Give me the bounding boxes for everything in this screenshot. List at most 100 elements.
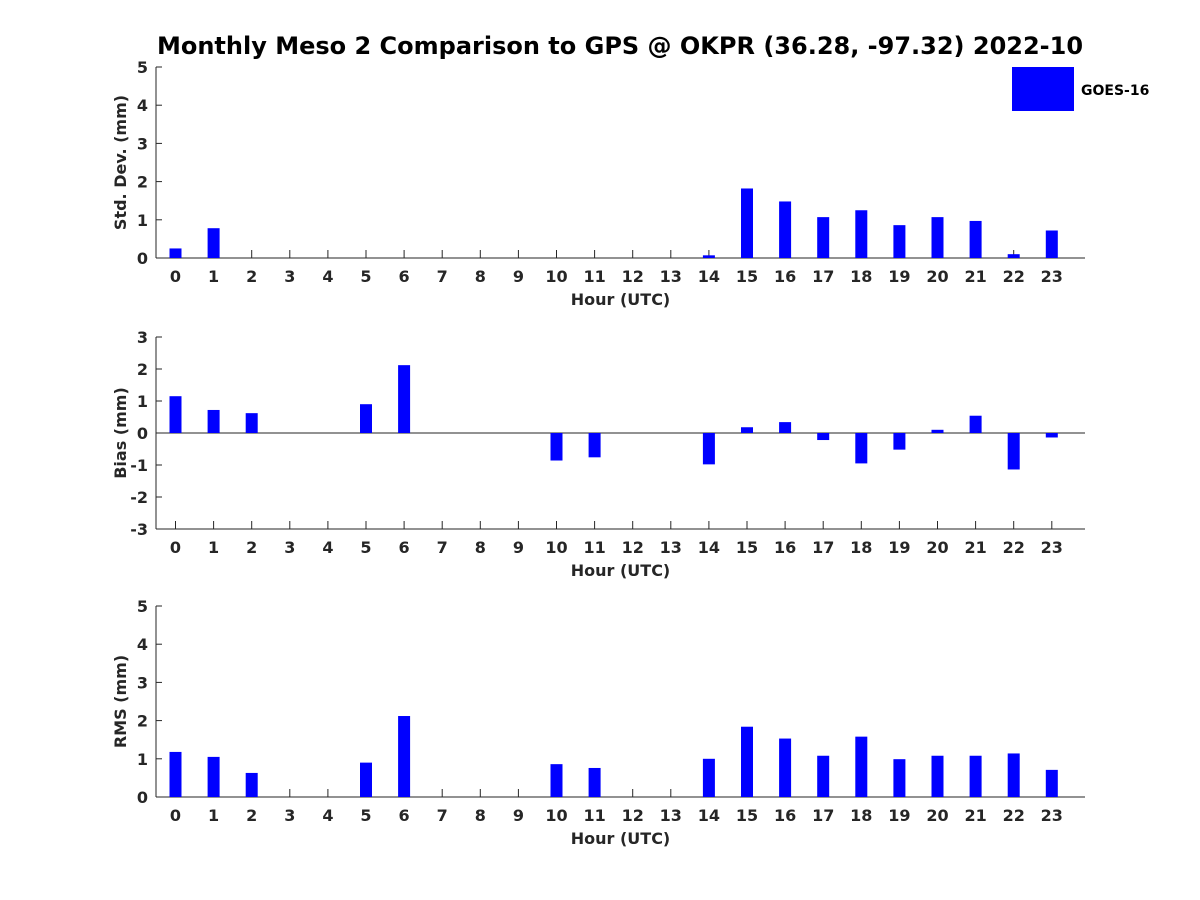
bias-x-tick-label: 0 xyxy=(170,538,181,557)
rms-bar-hour-2 xyxy=(245,772,258,797)
bias-bar-hour-6 xyxy=(398,365,411,433)
rms-x-tick-label: 7 xyxy=(437,806,448,825)
bias-x-tick-label: 8 xyxy=(475,538,486,557)
bias-bar-hour-18 xyxy=(855,433,868,464)
bias-x-tick-label: 1 xyxy=(208,538,219,557)
std-dev-x-tick-label: 21 xyxy=(964,267,986,286)
legend-swatch-goes16 xyxy=(1012,67,1074,111)
std-dev-x-tick-label: 16 xyxy=(774,267,796,286)
std-dev-bar-hour-17 xyxy=(817,217,830,258)
std-dev-x-label: Hour (UTC) xyxy=(571,290,671,309)
figure-title: Monthly Meso 2 Comparison to GPS @ OKPR … xyxy=(157,32,1083,60)
std-dev-x-tick-label: 13 xyxy=(660,267,682,286)
bias-x-tick-label: 21 xyxy=(964,538,986,557)
std-dev-bar-hour-19 xyxy=(893,225,906,258)
rms-bar-hour-10 xyxy=(550,764,563,797)
std-dev-y-tick-label: 1 xyxy=(137,211,148,230)
rms-x-tick-label: 12 xyxy=(622,806,644,825)
rms-bar-hour-14 xyxy=(702,758,715,797)
std-dev-x-tick-label: 8 xyxy=(475,267,486,286)
bias-x-tick-label: 11 xyxy=(583,538,605,557)
rms-x-label: Hour (UTC) xyxy=(571,829,671,848)
rms-y-tick-label: 0 xyxy=(137,788,148,807)
legend-label-goes16: GOES-16 xyxy=(1081,83,1149,99)
bias-bar-hour-0 xyxy=(169,396,182,433)
bias-y-tick-label: -2 xyxy=(130,488,148,507)
rms-x-tick-label: 2 xyxy=(246,806,257,825)
bias-y-tick-label: 2 xyxy=(137,360,148,379)
bias-bar-hour-10 xyxy=(550,433,563,461)
bias-x-tick-label: 19 xyxy=(888,538,910,557)
rms-bar-hour-22 xyxy=(1007,753,1020,797)
std-dev-bar-hour-1 xyxy=(207,228,220,258)
rms-x-tick-label: 3 xyxy=(284,806,295,825)
bias-y-tick-label: 1 xyxy=(137,392,148,411)
rms-bar-hour-15 xyxy=(741,726,753,797)
bias-x-tick-label: 9 xyxy=(513,538,524,557)
bias-x-tick-label: 18 xyxy=(850,538,872,557)
rms-x-tick-label: 18 xyxy=(850,806,872,825)
std-dev-x-tick-label: 18 xyxy=(850,267,872,286)
std-dev-bar-hour-15 xyxy=(741,188,753,258)
bias-x-tick-label: 5 xyxy=(360,538,371,557)
bias-y-tick-label: -3 xyxy=(130,520,148,539)
bias-x-tick-label: 20 xyxy=(926,538,948,557)
rms-bar-hour-20 xyxy=(931,755,944,797)
bias-x-tick-label: 7 xyxy=(437,538,448,557)
rms-y-tick-label: 3 xyxy=(137,673,148,692)
bias-bar-hour-1 xyxy=(207,409,220,433)
legend: GOES-16 xyxy=(1012,67,1149,111)
bias-x-tick-label: 17 xyxy=(812,538,834,557)
bias-x-tick-label: 4 xyxy=(322,538,333,557)
std-dev-x-tick-label: 19 xyxy=(888,267,910,286)
std-dev-x-tick-label: 20 xyxy=(926,267,948,286)
bias-x-tick-label: 10 xyxy=(545,538,567,557)
rms-x-tick-label: 23 xyxy=(1041,806,1063,825)
bias-x-tick-label: 14 xyxy=(698,538,720,557)
rms-bar-hour-16 xyxy=(779,738,792,797)
bias-bar-hour-23 xyxy=(1045,433,1058,438)
rms-x-tick-label: 20 xyxy=(926,806,948,825)
rms-bar-hour-19 xyxy=(893,759,906,797)
bias-x-tick-label: 13 xyxy=(660,538,682,557)
bias-x-tick-label: 3 xyxy=(284,538,295,557)
std-dev-x-tick-label: 23 xyxy=(1041,267,1063,286)
bias-x-tick-label: 2 xyxy=(246,538,257,557)
bias-bar-hour-22 xyxy=(1007,433,1020,470)
rms-x-tick-label: 14 xyxy=(698,806,720,825)
rms-x-tick-label: 19 xyxy=(888,806,910,825)
bias-bar-hour-21 xyxy=(969,415,982,433)
std-dev-bar-hour-18 xyxy=(855,210,868,258)
rms-x-tick-label: 8 xyxy=(475,806,486,825)
rms-x-tick-label: 6 xyxy=(399,806,410,825)
std-dev-x-tick-label: 1 xyxy=(208,267,219,286)
std-dev-x-tick-label: 7 xyxy=(437,267,448,286)
rms-x-tick-label: 5 xyxy=(360,806,371,825)
rms-bar-hour-6 xyxy=(398,716,411,797)
bias-bar-hour-2 xyxy=(245,413,258,433)
std-dev-bar-hour-16 xyxy=(779,201,792,258)
rms-y-tick-label: 2 xyxy=(137,712,148,731)
std-dev-x-tick-label: 11 xyxy=(583,267,605,286)
std-dev-y-tick-label: 2 xyxy=(137,173,148,192)
std-dev-bar-hour-20 xyxy=(931,217,944,258)
bias-y-label: Bias (mm) xyxy=(111,387,130,479)
rms-x-tick-label: 10 xyxy=(545,806,567,825)
rms-x-tick-label: 17 xyxy=(812,806,834,825)
std-dev-y-tick-label: 4 xyxy=(137,96,148,115)
rms-y-label: RMS (mm) xyxy=(111,655,130,748)
bias-x-label: Hour (UTC) xyxy=(571,561,671,580)
rms-x-tick-label: 15 xyxy=(736,806,758,825)
rms-bar-hour-5 xyxy=(360,762,372,797)
bias-bar-hour-20 xyxy=(931,429,944,433)
std-dev-x-tick-label: 14 xyxy=(698,267,720,286)
rms-bar-hour-0 xyxy=(169,751,182,797)
bias-y-tick-label: 0 xyxy=(137,424,148,443)
std-dev-x-tick-label: 17 xyxy=(812,267,834,286)
rms-x-tick-label: 16 xyxy=(774,806,796,825)
std-dev-x-tick-label: 12 xyxy=(622,267,644,286)
bias-bar-hour-5 xyxy=(360,404,372,433)
rms-x-tick-label: 11 xyxy=(583,806,605,825)
